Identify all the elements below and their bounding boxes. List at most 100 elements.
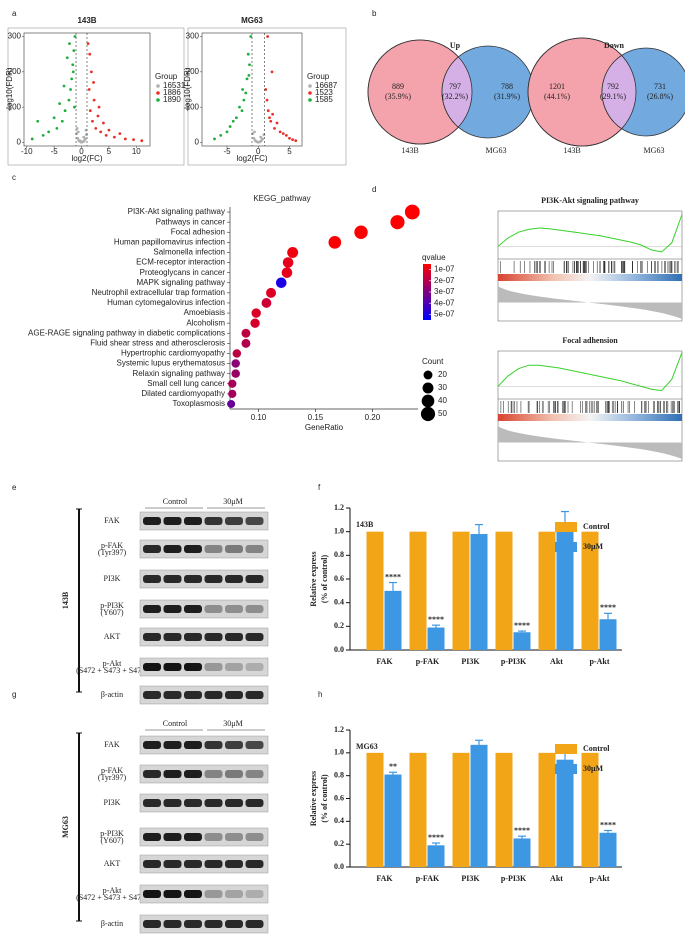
- significance: ****: [428, 615, 444, 624]
- legend-label: 1523: [315, 88, 333, 97]
- enrichment-curve: [497, 214, 683, 253]
- row-label: β-actin: [101, 919, 123, 928]
- point: [107, 128, 111, 132]
- band: [143, 833, 161, 841]
- legend-swatch: [308, 84, 312, 88]
- chart-title: Focal adhension: [562, 336, 618, 345]
- point: [228, 125, 232, 128]
- point: [102, 121, 105, 125]
- dot: [281, 267, 293, 278]
- blot-strip: [139, 599, 269, 619]
- x-axis-label: GeneRatio: [305, 423, 344, 432]
- size-key: [423, 370, 433, 380]
- x-tick-label: -5: [51, 147, 59, 156]
- band: [204, 833, 223, 841]
- point: [96, 114, 100, 118]
- venn-outline: [367, 39, 473, 145]
- band: [245, 633, 264, 641]
- band: [163, 633, 182, 641]
- point: [140, 139, 144, 143]
- point: [225, 130, 229, 134]
- band: [245, 860, 264, 868]
- panel-label: c: [12, 173, 16, 182]
- y-tick-label: 1.0: [334, 526, 344, 535]
- y-tick-label: Focal adhesion: [171, 227, 225, 236]
- x-tick-label: p-Akt: [589, 657, 609, 666]
- point: [88, 52, 92, 56]
- y-axis-label: Relative express: [309, 771, 318, 826]
- point: [92, 81, 95, 84]
- panel-label: h: [318, 690, 322, 699]
- point: [82, 135, 86, 139]
- y-tick-label: 0.8: [334, 550, 344, 559]
- point: [252, 136, 256, 140]
- point: [270, 70, 274, 74]
- band: [204, 770, 223, 778]
- band: [143, 890, 161, 898]
- band: [163, 890, 182, 898]
- band: [225, 691, 243, 699]
- blot-strip: [139, 884, 269, 904]
- blot-strip: [139, 854, 269, 874]
- row-label: p-PI3K: [100, 601, 124, 610]
- band: [143, 799, 161, 807]
- significance: **: [389, 762, 397, 771]
- point: [262, 133, 266, 137]
- y-tick-label: PI3K-Akt signaling pathway: [128, 207, 225, 216]
- y-tick-label: 0.6: [334, 574, 344, 583]
- point: [213, 137, 216, 141]
- x-tick-label: p-PI3K: [501, 874, 527, 883]
- band: [204, 860, 223, 868]
- dot: [261, 298, 272, 308]
- band: [204, 691, 223, 699]
- legend-swatch: [156, 98, 160, 102]
- chart-title: MG63: [356, 742, 378, 751]
- bar: [556, 759, 574, 867]
- band: [143, 860, 161, 868]
- y-tick-label: Amoebiasis: [184, 308, 225, 317]
- point: [83, 137, 87, 141]
- point: [253, 130, 256, 134]
- row-label: p-Akt: [103, 886, 122, 895]
- point: [231, 119, 235, 123]
- band: [184, 691, 202, 699]
- point: [242, 98, 246, 102]
- point: [76, 130, 80, 134]
- dot: [328, 236, 342, 249]
- bar: [513, 632, 531, 650]
- legend-label: 1890: [163, 95, 181, 104]
- y-tick-label: 200: [186, 67, 200, 76]
- band: [184, 517, 202, 525]
- dot: [241, 338, 251, 348]
- x-tick-label: PI3K: [461, 874, 480, 883]
- row-site: (S472 + S473 + S474): [76, 666, 148, 675]
- x-tick-label: p-PI3K: [501, 657, 527, 666]
- significance: ****: [514, 826, 530, 835]
- band: [163, 833, 182, 841]
- legend-swatch: [555, 542, 577, 552]
- bar: [556, 526, 574, 650]
- panel-label: a: [12, 9, 17, 18]
- bar: [427, 845, 445, 867]
- dot: [231, 369, 240, 378]
- point: [47, 130, 51, 134]
- band: [245, 691, 264, 699]
- ranked-list: [498, 286, 682, 319]
- panel-label: e: [12, 483, 17, 492]
- rank-heat: [498, 274, 682, 281]
- bar: [495, 531, 513, 650]
- bar: [384, 590, 402, 650]
- band: [163, 799, 182, 807]
- color-tick-label: 5e-07: [434, 310, 455, 319]
- x-tick-label: -10: [21, 147, 33, 156]
- legend-label: 30μM: [583, 542, 604, 551]
- legend-swatch: [555, 522, 577, 532]
- y-tick-label: Fluid shear stress and atherosclerosis: [90, 338, 225, 347]
- bar: [366, 531, 384, 650]
- bar: [384, 774, 402, 867]
- cell-label: 143B: [61, 591, 70, 609]
- bar: [581, 752, 599, 867]
- band: [245, 770, 264, 778]
- x-tick-label: 0.15: [308, 413, 324, 422]
- y-tick-label: Salmonella infection: [153, 248, 225, 257]
